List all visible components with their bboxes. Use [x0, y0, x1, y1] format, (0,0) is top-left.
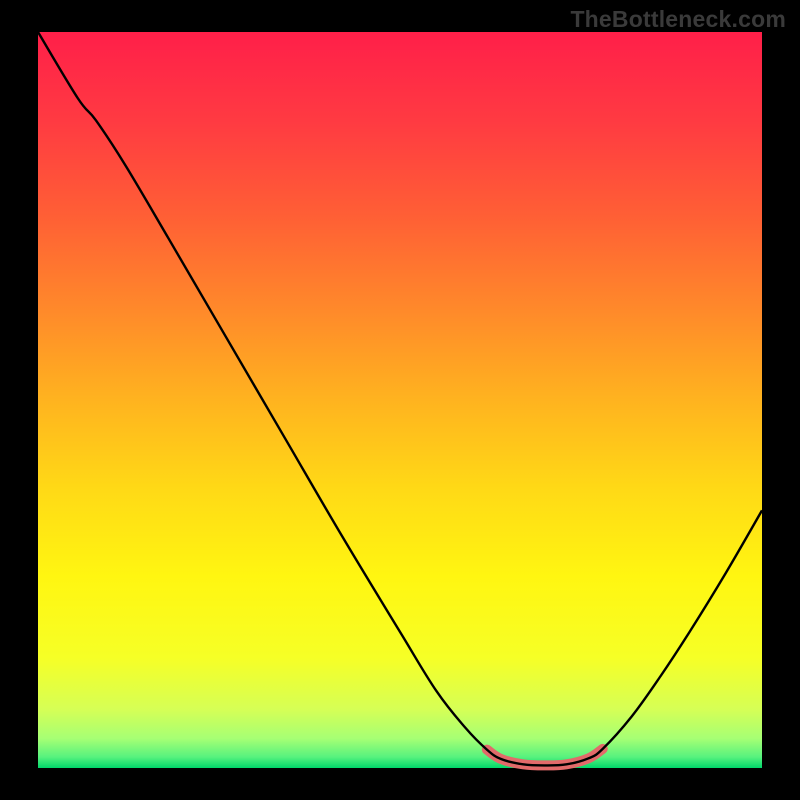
- watermark-text: TheBottleneck.com: [570, 6, 786, 33]
- chart-frame: TheBottleneck.com: [0, 0, 800, 800]
- bottleneck-chart: [0, 0, 800, 800]
- gradient-background: [38, 32, 762, 768]
